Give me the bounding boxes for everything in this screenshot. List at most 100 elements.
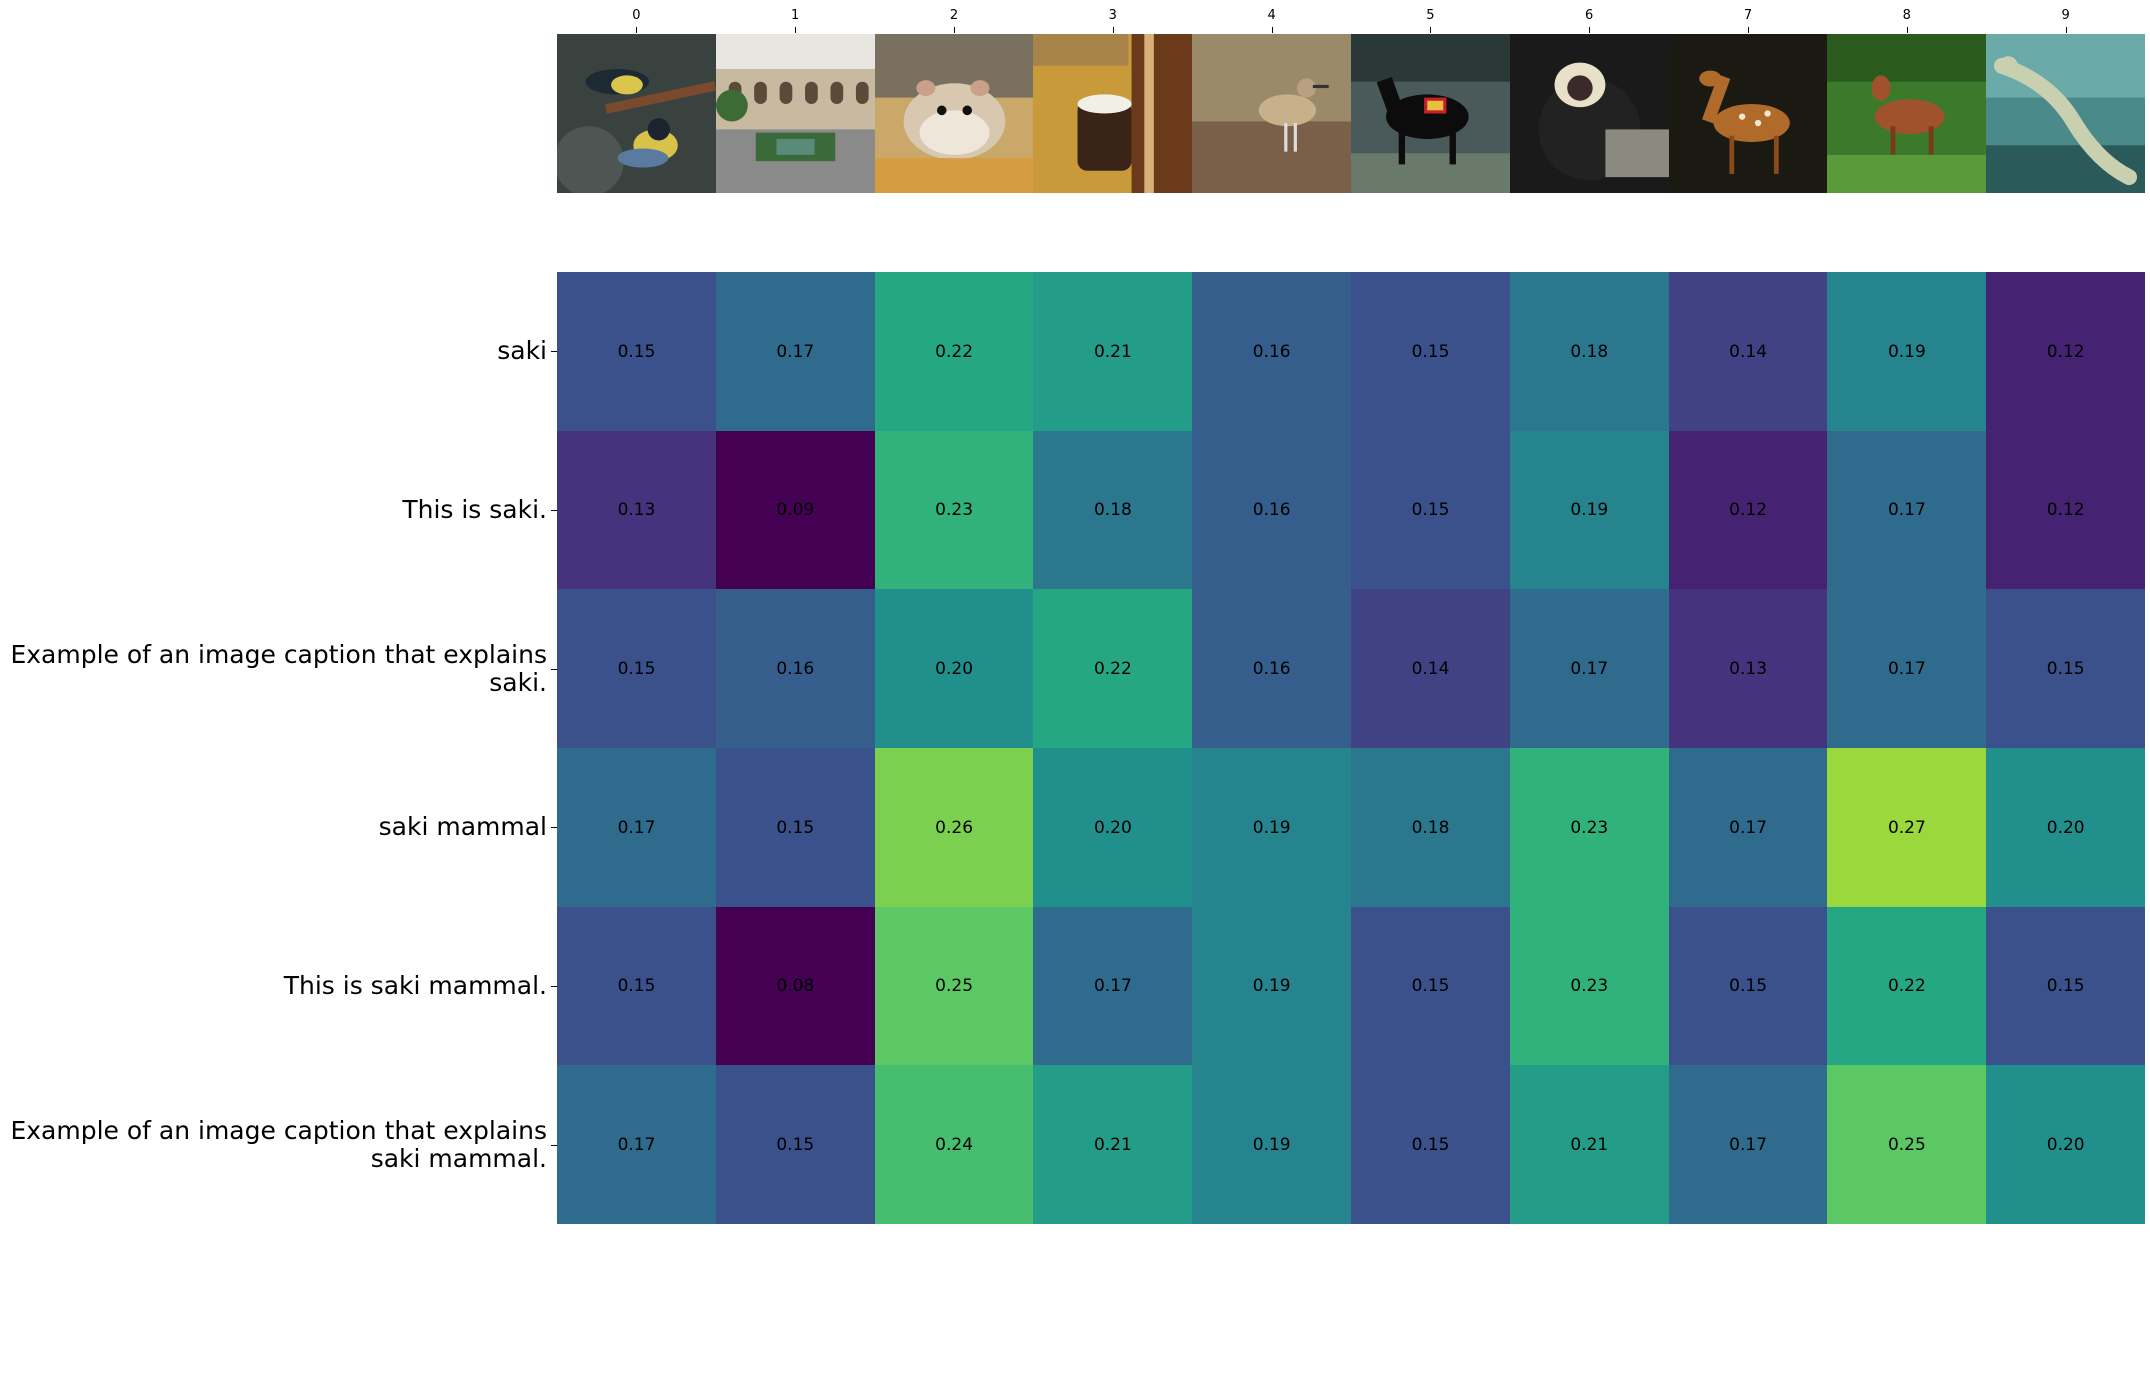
heatmap-cell-r5-c6: 0.21	[1509, 1065, 1669, 1225]
y-tick-mark-2	[551, 668, 557, 670]
horse-icon	[1351, 34, 1510, 193]
x-tick-mark-6	[1589, 27, 1591, 33]
heatmap-cell-r3-c6: 0.23	[1509, 748, 1669, 907]
heatmap-cell-r4-c0: 0.15	[557, 906, 716, 1066]
y-tick-mark-4	[551, 986, 557, 987]
heatmap-cell-r3-c0: 0.17	[557, 748, 716, 907]
heatmap-cell-r2-c5: 0.14	[1351, 589, 1510, 749]
heatmap-cell-r1-c6: 0.19	[1509, 430, 1669, 590]
x-tick-label-8: 8	[1902, 8, 1911, 23]
image-thumbnail-strip	[557, 34, 2146, 193]
x-tick-label-4: 4	[1267, 8, 1276, 23]
heatmap-cell-r4-c7: 0.15	[1668, 906, 1828, 1066]
x-tick-mark-7	[1748, 27, 1749, 33]
heatmap-cell-r2-c3: 0.22	[1033, 589, 1193, 749]
courtyard-icon	[715, 34, 875, 193]
heatmap-cell-r2-c6: 0.17	[1509, 589, 1669, 749]
heatmap-cell-r1-c7: 0.12	[1668, 430, 1828, 590]
heatmap-cell-r1-c9: 0.12	[1986, 430, 2146, 590]
heatmap-cell-r0-c8: 0.19	[1827, 272, 1987, 431]
heatmap-cell-r2-c4: 0.16	[1192, 589, 1352, 749]
lizard-icon	[1986, 34, 2146, 193]
y-tick-mark-1	[551, 510, 557, 511]
heatmap-cell-r4-c4: 0.19	[1192, 906, 1352, 1066]
heatmap-cell-r4-c5: 0.15	[1351, 906, 1510, 1066]
y-tick-mark-5	[551, 1144, 557, 1146]
x-tick-mark-0	[636, 27, 638, 33]
heatmap-cell-r5-c4: 0.19	[1192, 1065, 1352, 1225]
heatmap-cell-r0-c1: 0.17	[715, 272, 875, 431]
y-tick-label-2: Example of an image caption that explain…	[10, 639, 547, 697]
heatmap-cell-r1-c4: 0.16	[1192, 430, 1352, 590]
heatmap-cell-r1-c2: 0.23	[874, 430, 1034, 590]
heatmap-cell-r3-c5: 0.18	[1351, 748, 1510, 907]
monkey-icon	[1509, 34, 1669, 193]
heatmap-cell-r2-c1: 0.16	[715, 589, 875, 749]
heatmap-cell-r2-c2: 0.20	[874, 589, 1034, 749]
x-tick-label-3: 3	[1108, 8, 1117, 23]
heatmap-cell-r5-c7: 0.17	[1668, 1065, 1828, 1225]
heatmap-cell-r4-c3: 0.17	[1033, 906, 1193, 1066]
heatmap-cell-r0-c2: 0.22	[874, 272, 1034, 431]
heatmap-cell-r5-c5: 0.15	[1351, 1065, 1510, 1225]
top-x-axis: 0 1 2 3 4 5 6 7 8 9	[557, 0, 2145, 34]
heatmap-cell-r4-c6: 0.23	[1509, 906, 1669, 1066]
x-tick-mark-5	[1430, 27, 1432, 33]
heatmap-cell-r0-c5: 0.15	[1351, 272, 1510, 431]
x-tick-label-6: 6	[1585, 8, 1594, 23]
heatmap-cell-r0-c4: 0.16	[1192, 272, 1352, 431]
heatmap-cell-r5-c3: 0.21	[1033, 1065, 1193, 1225]
x-tick-mark-3	[1112, 27, 1114, 33]
x-tick-label-7: 7	[1743, 8, 1753, 23]
y-tick-mark-3	[551, 827, 557, 829]
deer-grass-icon	[1827, 34, 1987, 193]
heatmap-cell-r3-c8: 0.27	[1827, 748, 1987, 907]
x-tick-mark-9	[2065, 27, 2067, 33]
birds-icon	[557, 34, 716, 193]
x-tick-label-9: 9	[2061, 8, 2070, 23]
cup-icon	[1033, 34, 1193, 193]
y-tick-label-4: This is saki mammal.	[283, 971, 547, 1000]
heatmap-cell-r4-c2: 0.25	[874, 906, 1034, 1066]
heatmap-cell-r1-c5: 0.15	[1351, 430, 1510, 590]
x-tick-label-0: 0	[632, 8, 641, 23]
heatmap-cell-r0-c6: 0.18	[1509, 272, 1669, 431]
similarity-heatmap: 0.15 0.17 0.22 0.21 0.16 0.15 0.18 0.14 0.19 0.12…	[557, 272, 2146, 1225]
heatmap-cell-r1-c3: 0.18	[1033, 430, 1193, 590]
heatmap-cell-r4-c8: 0.22	[1827, 906, 1987, 1066]
hamster-icon	[874, 34, 1034, 193]
y-tick-label-3: saki mammal	[378, 812, 547, 842]
y-tick-mark-0	[551, 351, 557, 353]
y-axis-labels: saki This is saki. Example of an image cap…	[0, 272, 557, 1224]
x-tick-mark-1	[795, 27, 797, 33]
x-tick-label-1: 1	[791, 8, 800, 23]
x-tick-label-5: 5	[1426, 8, 1435, 23]
heatmap-cell-r3-c4: 0.19	[1192, 748, 1352, 907]
heatmap-cell-r2-c0: 0.15	[557, 589, 716, 749]
heatmap-cell-r3-c9: 0.20	[1986, 748, 2146, 907]
heatmap-cell-r5-c2: 0.24	[874, 1065, 1034, 1225]
heatmap-cell-r0-c9: 0.12	[1986, 272, 2146, 431]
heatmap-cell-r1-c1: 0.09	[715, 430, 875, 590]
heatmap-cell-r0-c3: 0.21	[1033, 272, 1193, 431]
deer-icon	[1668, 34, 1828, 193]
heatmap-cell-r5-c1: 0.15	[715, 1065, 875, 1225]
x-tick-mark-2	[954, 27, 955, 33]
heatmap-cell-r5-c8: 0.25	[1827, 1065, 1987, 1225]
heatmap-cell-r3-c3: 0.20	[1033, 748, 1193, 907]
y-tick-label-0: saki	[497, 336, 547, 366]
y-tick-label-5: Example of an image caption that explain…	[10, 1115, 547, 1173]
heatmap-cell-r1-c0: 0.13	[557, 430, 716, 590]
heatmap-cell-r5-c9: 0.20	[1986, 1065, 2146, 1225]
heatmap-cell-r2-c7: 0.13	[1668, 589, 1828, 749]
y-tick-label-1: This is saki.	[402, 495, 547, 524]
shorebird-icon	[1192, 34, 1352, 193]
heatmap-cell-r5-c0: 0.17	[557, 1065, 716, 1225]
heatmap-cell-r1-c8: 0.17	[1827, 430, 1987, 590]
heatmap-cell-r3-c2: 0.26	[874, 748, 1034, 907]
heatmap-cell-r3-c1: 0.15	[715, 748, 875, 907]
x-tick-mark-8	[1906, 27, 1908, 33]
x-tick-mark-4	[1271, 27, 1273, 33]
heatmap-cell-r2-c8: 0.17	[1827, 589, 1987, 749]
